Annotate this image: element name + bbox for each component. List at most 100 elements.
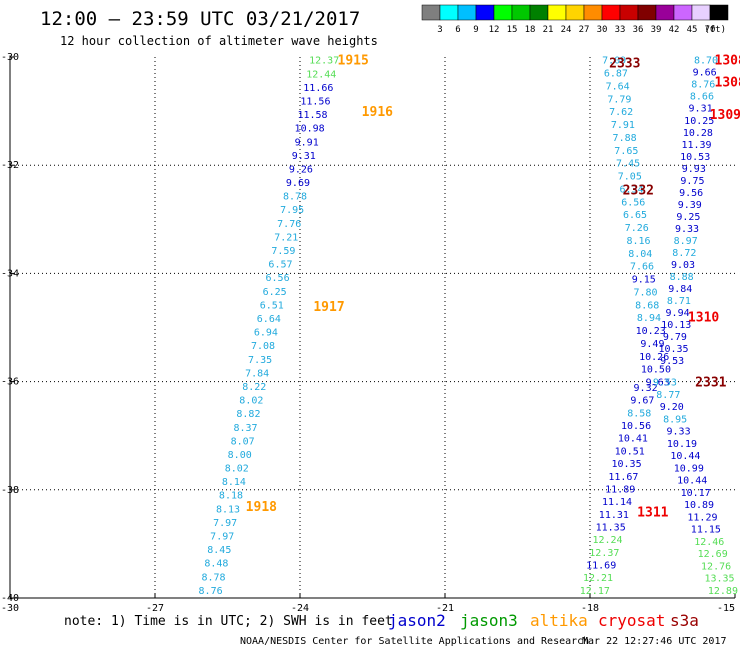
legend-swatch xyxy=(475,4,495,21)
chart-title: 12:00 — 23:59 UTC 03/21/2017 xyxy=(40,8,360,30)
orbit-label: 1916 xyxy=(362,105,393,120)
orbit-label: 1309 xyxy=(710,108,740,123)
data-point-cryosat: 9.56 xyxy=(679,188,703,199)
data-point-cryosat: 9.75 xyxy=(680,176,704,187)
orbit-labels: 1915 1916 1917 1918 2333 2332 2331 1308 1308 1309… xyxy=(246,54,740,521)
legend-swatch xyxy=(601,4,621,21)
data-point-cryosat: 11.39 xyxy=(681,140,711,151)
data-point-altika: 12.44 xyxy=(306,69,336,80)
legend-swatch xyxy=(511,4,531,21)
data-point-altika: 6.51 xyxy=(260,300,284,311)
legend-swatch xyxy=(493,4,513,21)
data-point-cryosat: 8.70 xyxy=(694,56,718,67)
data-point-s3a: 8.68 xyxy=(635,300,659,311)
data-point-cryosat: 8.72 xyxy=(672,248,696,259)
data-point-altika: 8.78 xyxy=(201,572,225,583)
data-point-altika: 6.25 xyxy=(263,287,287,298)
data-point-cryosat: 8.95 xyxy=(663,414,687,425)
legend-swatch xyxy=(439,4,459,21)
data-point-s3a: 7.66 xyxy=(630,262,654,273)
data-point-altika: 6.94 xyxy=(254,328,278,339)
data-point-s3a: 7.80 xyxy=(633,287,657,298)
data-point-s3a: 12.37 xyxy=(589,548,619,559)
data-point-s3a: 8.94 xyxy=(637,313,661,324)
legend-swatch xyxy=(565,4,585,21)
data-point-altika: 9.69 xyxy=(286,178,310,189)
footnote: note: 1) Time is in UTC; 2) SWH is in fe… xyxy=(64,614,393,629)
data-point-cryosat: 9.33 xyxy=(675,224,699,235)
data-point-s3a: 9.63 xyxy=(646,378,670,389)
data-point-s3a: 8.16 xyxy=(626,236,650,247)
data-point-s3a: 12.21 xyxy=(583,573,613,584)
data-point-cryosat: 12.69 xyxy=(698,549,728,560)
legend-swatch xyxy=(673,4,693,21)
data-point-altika: 9.31 xyxy=(292,151,316,162)
orbit-label: 2332 xyxy=(623,184,654,199)
legend-label: 36 xyxy=(633,25,644,35)
data-point-cryosat: 11.29 xyxy=(687,512,717,523)
data-point-s3a: 10.41 xyxy=(618,434,648,445)
legend-label: 30 xyxy=(597,25,608,35)
data-point-s3a: 7.88 xyxy=(613,133,637,144)
legend-label: 15 xyxy=(507,25,518,35)
data-point-altika: 8.37 xyxy=(233,423,257,434)
data-point-altika: 12.37 xyxy=(309,56,339,67)
data-point-s3a: 11.69 xyxy=(586,561,616,572)
x-tick-label: -15 xyxy=(717,603,735,614)
data-point-s3a: 9.49 xyxy=(640,339,664,350)
data-point-altika: 8.00 xyxy=(228,450,252,461)
legend-unit: (ft) xyxy=(704,25,726,35)
orbit-label: 2333 xyxy=(609,56,640,71)
data-point-cryosat: 10.35 xyxy=(658,344,688,355)
data-point-s3a: 9.32 xyxy=(634,383,658,394)
satellite-legend-jason2: jason2 xyxy=(388,611,446,630)
y-tick-label: -38 xyxy=(1,485,19,496)
data-point-altika: 7.97 xyxy=(213,518,237,529)
orbit-label: 1311 xyxy=(637,505,668,520)
data-point-s3a: 7.26 xyxy=(625,223,649,234)
data-point-altika: 7.95 xyxy=(280,205,304,216)
data-point-altika: 11.66 xyxy=(303,83,333,94)
data-point-s3a: 7.91 xyxy=(611,120,635,131)
data-point-altika: 11.58 xyxy=(297,110,327,121)
data-point-altika: 8.07 xyxy=(231,436,255,447)
credit-text: NOAA/NESDIS Center for Satellite Applica… xyxy=(240,636,589,647)
legend-label: 6 xyxy=(455,25,460,35)
data-point-cryosat: 9.03 xyxy=(671,260,695,271)
y-tick-label: -30 xyxy=(1,52,19,63)
x-tick-label: -27 xyxy=(146,603,164,614)
data-point-cryosat: 10.44 xyxy=(677,476,707,487)
data-point-altika: 8.78 xyxy=(283,192,307,203)
legend-label: 45 xyxy=(687,25,698,35)
legend-label: 70 xyxy=(705,25,716,35)
data-point-s3a: 11.35 xyxy=(596,522,626,533)
orbit-label: 1915 xyxy=(338,54,369,69)
data-point-s3a: 6.34 xyxy=(620,184,644,195)
orbit-label: 1308 xyxy=(715,75,740,90)
data-point-cryosat: 10.28 xyxy=(683,128,713,139)
color-legend: 3 6 9 12 15 18 21 24 27 30 33 36 39 42 45 70(ft) xyxy=(421,4,729,35)
data-point-altika: 7.08 xyxy=(251,341,275,352)
chart-subtitle: 12 hour collection of altimeter wave hei… xyxy=(60,34,378,48)
data-point-s3a: 10.51 xyxy=(615,446,645,457)
data-point-cryosat: 10.99 xyxy=(674,463,704,474)
axes: -30 -32 -34 -36 -38 -40 -27 -24 -21 -18 -15 -30 xyxy=(1,52,736,614)
satellite-legend-altika: altika xyxy=(530,611,588,630)
legend-swatch xyxy=(529,4,549,21)
data-point-cryosat: 10.89 xyxy=(684,500,714,511)
data-point-cryosat: 9.94 xyxy=(666,308,690,319)
data-point-altika: 8.82 xyxy=(236,409,260,420)
data-point-altika: 8.48 xyxy=(204,559,228,570)
data-point-altika: 8.45 xyxy=(207,545,231,556)
data-point-cryosat: 10.53 xyxy=(680,152,710,163)
legend-label: 3 xyxy=(437,25,442,35)
legend-label: 18 xyxy=(525,25,536,35)
data-point-s3a: 7.64 xyxy=(606,81,630,92)
data-point-cryosat: 11.15 xyxy=(691,525,721,536)
x-tick-label: -24 xyxy=(291,603,309,614)
orbit-label: 1917 xyxy=(313,300,344,315)
data-point-cryosat: 10.17 xyxy=(681,488,711,499)
legend-label: 27 xyxy=(579,25,590,35)
data-point-s3a: 7.09 xyxy=(602,56,626,67)
